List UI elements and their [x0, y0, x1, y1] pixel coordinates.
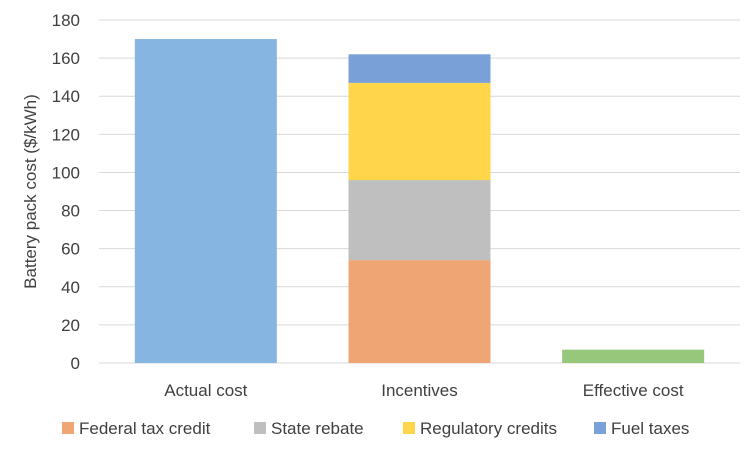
y-tick-label: 140 — [52, 87, 80, 106]
y-tick-label: 20 — [61, 316, 80, 335]
bar-segment — [348, 260, 491, 363]
legend-label: State rebate — [271, 419, 364, 438]
y-tick-label: 160 — [52, 49, 80, 68]
bar-segment — [134, 39, 277, 364]
y-tick-label: 100 — [52, 163, 80, 182]
y-tick-label: 40 — [61, 278, 80, 297]
legend-swatch — [254, 422, 266, 434]
y-tick-label: 180 — [52, 11, 80, 30]
y-tick-label: 60 — [61, 240, 80, 259]
y-axis-ticks: 0 20 40 60 80 100 120 140 160 180 — [52, 11, 80, 373]
bar-segment — [348, 180, 491, 261]
y-tick-label: 120 — [52, 125, 80, 144]
y-tick-label: 0 — [71, 354, 80, 373]
legend: Federal tax credit State rebate Regulatory… — [62, 419, 689, 438]
x-category-label: Incentives — [381, 381, 458, 400]
bar-segment — [348, 54, 491, 83]
legend-label: Regulatory credits — [420, 419, 557, 438]
y-tick-label: 80 — [61, 202, 80, 221]
bar-segment — [562, 349, 705, 363]
legend-swatch — [594, 422, 606, 434]
x-category-label: Effective cost — [583, 381, 684, 400]
x-category-label: Actual cost — [164, 381, 247, 400]
x-axis-categories: Actual cost Incentives Effective cost — [164, 381, 684, 400]
legend-label: Fuel taxes — [611, 419, 689, 438]
legend-label: Federal tax credit — [79, 419, 211, 438]
bar-segment — [348, 82, 491, 181]
y-axis-title: Battery pack cost ($/kWh) — [21, 94, 40, 289]
bars — [134, 39, 705, 364]
legend-swatch — [62, 422, 74, 434]
legend-swatch — [403, 422, 415, 434]
